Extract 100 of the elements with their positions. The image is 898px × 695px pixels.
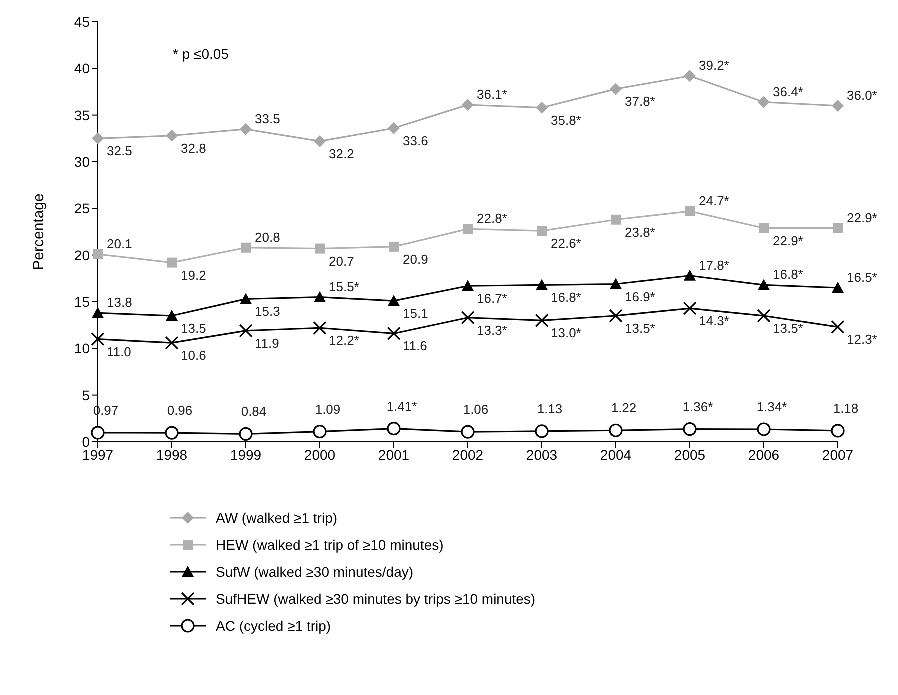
- point: [93, 249, 103, 260]
- point: [387, 326, 401, 341]
- legend-label: AW (walked ≥1 trip): [216, 510, 338, 526]
- point: [92, 307, 104, 318]
- x-tick-label: 2003: [526, 446, 558, 463]
- point: [463, 224, 473, 234]
- x-tick-label: 2000: [304, 446, 336, 463]
- point: [165, 426, 179, 440]
- data-label: 16.9*: [625, 289, 656, 304]
- data-label: 13.8: [107, 295, 132, 310]
- y-tick-label: 35: [74, 107, 90, 124]
- data-label: 23.8*: [625, 224, 656, 240]
- data-label: 13.5: [181, 321, 206, 336]
- data-label: 16.8*: [551, 290, 582, 306]
- data-label: 11.9: [255, 336, 280, 351]
- point: [315, 244, 325, 254]
- point: [757, 309, 771, 323]
- data-label: 22.6*: [551, 236, 582, 252]
- data-label: 20.7: [329, 254, 354, 269]
- data-label: 11.6: [403, 338, 428, 354]
- point: [388, 295, 400, 306]
- data-label: 1.13: [537, 401, 563, 416]
- point: [759, 223, 769, 234]
- point: [611, 214, 621, 225]
- data-label: 13.0*: [551, 326, 582, 341]
- point: [166, 130, 178, 142]
- point: [832, 282, 844, 293]
- point: [462, 99, 474, 112]
- point: [166, 310, 178, 321]
- point: [831, 320, 845, 334]
- point: [314, 291, 326, 302]
- point: [609, 309, 623, 323]
- point: [758, 96, 770, 108]
- point: [387, 422, 401, 436]
- data-label: 11.0: [107, 344, 132, 360]
- point: [831, 424, 845, 438]
- point: [165, 336, 179, 350]
- data-label: 20.1: [107, 236, 132, 252]
- point: [389, 242, 399, 252]
- point: [313, 321, 327, 335]
- data-label: 13.5*: [625, 321, 656, 336]
- point: [388, 122, 400, 134]
- point: [462, 280, 474, 292]
- data-label: 15.3: [255, 304, 280, 320]
- x-tick-label: 2005: [674, 446, 706, 463]
- point: [91, 332, 105, 346]
- point: [757, 422, 771, 436]
- y-tick-label: 40: [74, 60, 90, 77]
- legend-label: HEW (walked ≥1 trip of ≥10 minutes): [216, 536, 444, 552]
- y-tick-label: 5: [82, 387, 90, 404]
- data-label: 1.34*: [756, 399, 788, 414]
- data-label: 1.06: [463, 402, 489, 418]
- data-label: 20.9: [403, 252, 428, 267]
- x-tick-label: 2002: [452, 446, 484, 463]
- data-label: 1.36*: [682, 399, 714, 414]
- data-label: 1.09: [315, 402, 341, 417]
- data-label: 32.8: [181, 140, 206, 156]
- data-label: 36.1*: [477, 87, 508, 102]
- data-label: 32.5: [107, 144, 132, 159]
- y-tick-label: 20: [74, 247, 90, 264]
- point: [832, 100, 844, 112]
- point: [91, 426, 105, 440]
- data-label: 0.84: [241, 404, 267, 420]
- point: [833, 223, 843, 234]
- data-label: 37.8*: [625, 94, 656, 110]
- annotation: * p ≤0.05: [173, 46, 229, 62]
- data-label: 35.8*: [551, 112, 582, 128]
- data-label: 36.0*: [847, 88, 878, 103]
- point: [758, 279, 770, 290]
- legend-label: SufW (walked ≥30 minutes/day): [216, 564, 414, 580]
- point: [684, 270, 696, 281]
- data-label: 32.2: [329, 146, 354, 162]
- point: [461, 311, 475, 325]
- data-label: 33.6: [403, 133, 428, 148]
- data-label: 1.41*: [386, 398, 418, 414]
- x-tick-label: 2004: [600, 446, 632, 463]
- y-tick-label: 25: [74, 200, 90, 217]
- data-label: 24.7*: [699, 193, 730, 208]
- x-tick-label: 1999: [230, 446, 262, 463]
- point: [683, 422, 697, 436]
- data-label: 36.4*: [773, 84, 804, 100]
- data-label: 16.8*: [773, 267, 804, 282]
- data-label: 13.5*: [773, 321, 804, 336]
- data-label: 12.3*: [847, 332, 878, 348]
- point: [610, 83, 622, 96]
- data-label: 17.8*: [699, 258, 730, 273]
- data-label: 20.8: [255, 230, 280, 245]
- point: [313, 425, 327, 439]
- data-label: 33.5: [255, 111, 280, 126]
- legend-label: SufHEW (walked ≥30 minutes by trips ≥10 minutes): [216, 590, 536, 606]
- point: [535, 424, 549, 438]
- point: [167, 258, 177, 268]
- y-axis-title: Percentage: [30, 194, 48, 270]
- point: [240, 293, 252, 304]
- point: [461, 425, 475, 439]
- point: [92, 132, 104, 145]
- data-label: 39.2*: [699, 58, 730, 74]
- y-tick-label: 10: [74, 340, 90, 357]
- data-label: 19.2: [181, 268, 206, 283]
- point: [314, 135, 326, 148]
